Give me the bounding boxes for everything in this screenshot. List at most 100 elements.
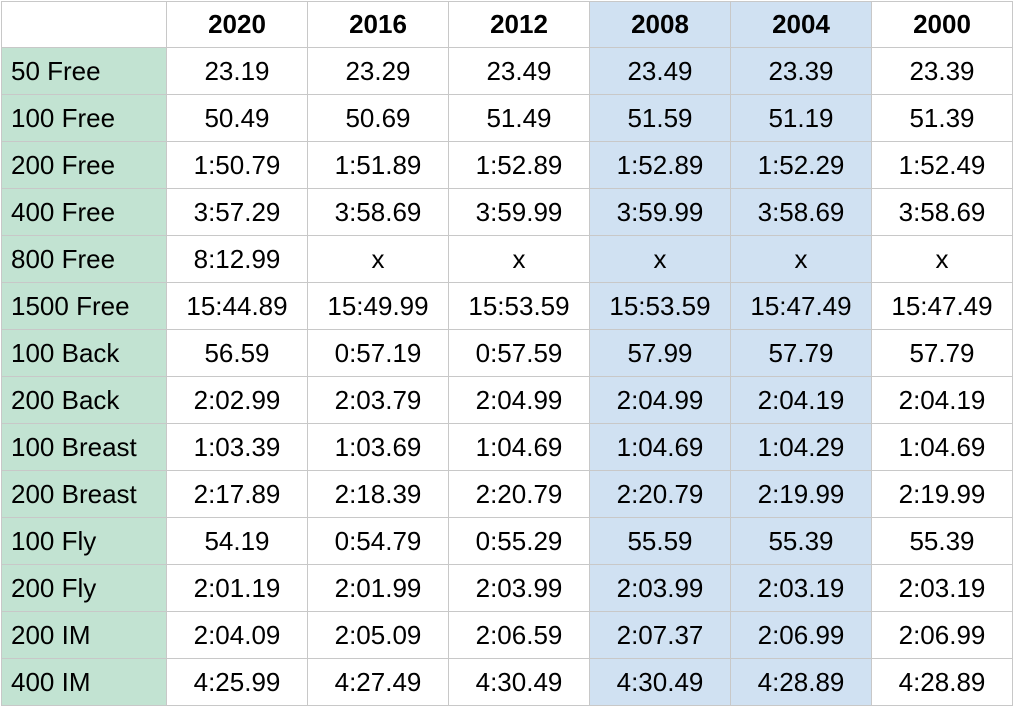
cell: 2:07.37 [589, 611, 731, 659]
cell: 2:05.09 [307, 611, 449, 659]
cell: 1:52.89 [448, 141, 590, 189]
row-label: 200 Fly [1, 564, 167, 612]
row-label: 200 IM [1, 611, 167, 659]
row-label: 100 Back [1, 329, 167, 377]
cell: 2:02.99 [166, 376, 308, 424]
row-label: 400 Free [1, 188, 167, 236]
column-header: 2008 [589, 1, 731, 48]
cell: 0:57.59 [448, 329, 590, 377]
cell: 50.69 [307, 94, 449, 142]
cell: 54.19 [166, 517, 308, 565]
row-label: 200 Free [1, 141, 167, 189]
cell: 15:53.59 [448, 282, 590, 330]
cell: 15:49.99 [307, 282, 449, 330]
row-label: 100 Fly [1, 517, 167, 565]
cell: 4:30.49 [448, 658, 590, 706]
cell: 2:20.79 [589, 470, 731, 518]
cell: 3:58.69 [871, 188, 1013, 236]
row-label: 200 Back [1, 376, 167, 424]
cell: 2:04.99 [589, 376, 731, 424]
cell: 0:54.79 [307, 517, 449, 565]
table-row: 1500 Free 15:44.89 15:49.99 15:53.59 15:53.5… [1, 282, 1013, 330]
cell: 1:50.79 [166, 141, 308, 189]
row-label: 1500 Free [1, 282, 167, 330]
column-header: 2016 [307, 1, 449, 48]
row-label: 100 Breast [1, 423, 167, 471]
cell: 2:03.99 [448, 564, 590, 612]
cell: 1:04.69 [589, 423, 731, 471]
table-row: 400 Free 3:57.29 3:58.69 3:59.99 3:59.99 3:58… [1, 188, 1013, 236]
row-label: 200 Breast [1, 470, 167, 518]
column-header: 2004 [730, 1, 872, 48]
cell: 2:03.19 [871, 564, 1013, 612]
cell: 2:03.99 [589, 564, 731, 612]
corner-cell [1, 1, 167, 48]
table-row: 50 Free 23.19 23.29 23.49 23.49 23.39 23.39 [1, 47, 1013, 95]
table-row: 100 Breast 1:03.39 1:03.69 1:04.69 1:04.69 1:… [1, 423, 1013, 471]
cell: 4:27.49 [307, 658, 449, 706]
cell: 57.99 [589, 329, 731, 377]
cell: 0:55.29 [448, 517, 590, 565]
column-header: 2012 [448, 1, 590, 48]
cell: 2:06.99 [730, 611, 872, 659]
cell: 15:44.89 [166, 282, 308, 330]
cell: 23.49 [589, 47, 731, 95]
cell: 55.39 [730, 517, 872, 565]
table-row: 400 IM 4:25.99 4:27.49 4:30.49 4:30.49 4:28.8… [1, 658, 1013, 706]
cell: 3:59.99 [589, 188, 731, 236]
cell: 2:20.79 [448, 470, 590, 518]
cell: x [730, 235, 872, 283]
table-row: 800 Free 8:12.99 x x x x x [1, 235, 1013, 283]
cell: 57.79 [730, 329, 872, 377]
cell: 15:53.59 [589, 282, 731, 330]
table-row: 200 IM 2:04.09 2:05.09 2:06.59 2:07.37 2:06.9… [1, 611, 1013, 659]
cell: 1:04.29 [730, 423, 872, 471]
cell: 4:30.49 [589, 658, 731, 706]
cell: 2:06.99 [871, 611, 1013, 659]
cell: 2:19.99 [730, 470, 872, 518]
cell: 15:47.49 [871, 282, 1013, 330]
cell: 23.49 [448, 47, 590, 95]
table-row: 200 Free 1:50.79 1:51.89 1:52.89 1:52.89 1:52… [1, 141, 1013, 189]
cell: 57.79 [871, 329, 1013, 377]
cell: 51.49 [448, 94, 590, 142]
cell: 23.19 [166, 47, 308, 95]
cell: 1:04.69 [448, 423, 590, 471]
cell: 51.19 [730, 94, 872, 142]
column-header: 2000 [871, 1, 1013, 48]
cell: 3:59.99 [448, 188, 590, 236]
table-row: 100 Free 50.49 50.69 51.49 51.59 51.19 51.39 [1, 94, 1013, 142]
cell: 2:03.19 [730, 564, 872, 612]
row-label: 50 Free [1, 47, 167, 95]
cell: 55.39 [871, 517, 1013, 565]
cell: 2:04.19 [871, 376, 1013, 424]
column-header: 2020 [166, 1, 308, 48]
cell: 2:04.99 [448, 376, 590, 424]
cell: 51.39 [871, 94, 1013, 142]
cell: 1:52.29 [730, 141, 872, 189]
cell: 4:25.99 [166, 658, 308, 706]
cell: 51.59 [589, 94, 731, 142]
cell: x [589, 235, 731, 283]
cell: 2:04.09 [166, 611, 308, 659]
cell: 2:06.59 [448, 611, 590, 659]
cell: 1:51.89 [307, 141, 449, 189]
table-row: 200 Back 2:02.99 2:03.79 2:04.99 2:04.99 2:04… [1, 376, 1013, 424]
cell: 1:04.69 [871, 423, 1013, 471]
cell: 2:18.39 [307, 470, 449, 518]
cell: x [448, 235, 590, 283]
table-row: 100 Back 56.59 0:57.19 0:57.59 57.99 57.79 57.… [1, 329, 1013, 377]
cell: 2:17.89 [166, 470, 308, 518]
cell: 23.39 [730, 47, 872, 95]
cell: 2:01.19 [166, 564, 308, 612]
table-row: 200 Breast 2:17.89 2:18.39 2:20.79 2:20.79 2:… [1, 470, 1013, 518]
cell: 1:52.89 [589, 141, 731, 189]
cell: 2:04.19 [730, 376, 872, 424]
cell: 0:57.19 [307, 329, 449, 377]
cell: 55.59 [589, 517, 731, 565]
row-label: 800 Free [1, 235, 167, 283]
cell: 1:03.69 [307, 423, 449, 471]
cell: 23.39 [871, 47, 1013, 95]
